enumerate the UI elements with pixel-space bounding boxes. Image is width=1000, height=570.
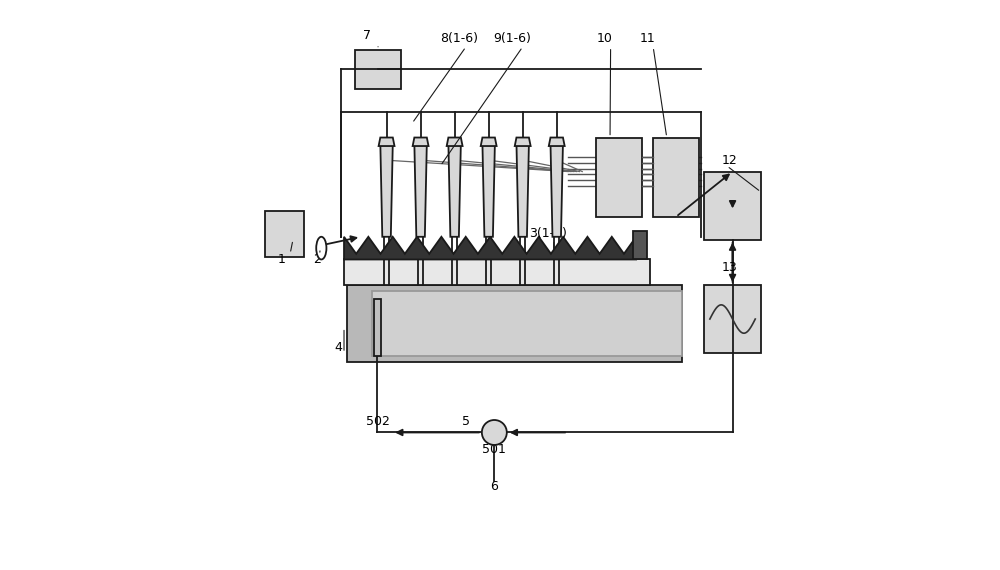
- FancyBboxPatch shape: [347, 285, 682, 361]
- FancyBboxPatch shape: [653, 137, 699, 217]
- Ellipse shape: [316, 237, 326, 259]
- Polygon shape: [379, 137, 394, 146]
- Polygon shape: [413, 137, 429, 146]
- Text: 1: 1: [278, 253, 286, 266]
- Text: 10: 10: [597, 32, 613, 45]
- Polygon shape: [414, 143, 427, 237]
- FancyBboxPatch shape: [374, 299, 381, 356]
- Text: 6: 6: [490, 480, 498, 493]
- Polygon shape: [447, 137, 463, 146]
- Text: 4: 4: [334, 341, 342, 354]
- Text: 7: 7: [363, 29, 371, 42]
- Text: 3(1-6): 3(1-6): [529, 227, 567, 241]
- Text: 8(1-6): 8(1-6): [440, 32, 478, 45]
- Text: 11: 11: [640, 32, 655, 45]
- FancyBboxPatch shape: [372, 291, 682, 356]
- Text: 13: 13: [721, 262, 737, 275]
- FancyBboxPatch shape: [344, 259, 650, 285]
- FancyBboxPatch shape: [704, 285, 761, 353]
- FancyBboxPatch shape: [633, 231, 647, 259]
- Polygon shape: [482, 143, 495, 237]
- Text: 502: 502: [366, 414, 390, 428]
- Text: 5: 5: [462, 414, 470, 428]
- Polygon shape: [516, 143, 529, 237]
- Polygon shape: [549, 137, 565, 146]
- Polygon shape: [448, 143, 461, 237]
- Polygon shape: [550, 143, 563, 237]
- Text: 12: 12: [721, 154, 737, 166]
- Text: 2: 2: [313, 253, 321, 266]
- FancyBboxPatch shape: [355, 50, 401, 89]
- Text: 501: 501: [482, 443, 506, 456]
- Polygon shape: [380, 143, 393, 237]
- Text: 9(1-6): 9(1-6): [494, 32, 531, 45]
- FancyBboxPatch shape: [704, 172, 761, 239]
- Polygon shape: [481, 137, 497, 146]
- FancyBboxPatch shape: [265, 211, 304, 256]
- Circle shape: [482, 420, 507, 445]
- FancyBboxPatch shape: [596, 137, 642, 217]
- Polygon shape: [344, 237, 636, 259]
- Polygon shape: [515, 137, 531, 146]
